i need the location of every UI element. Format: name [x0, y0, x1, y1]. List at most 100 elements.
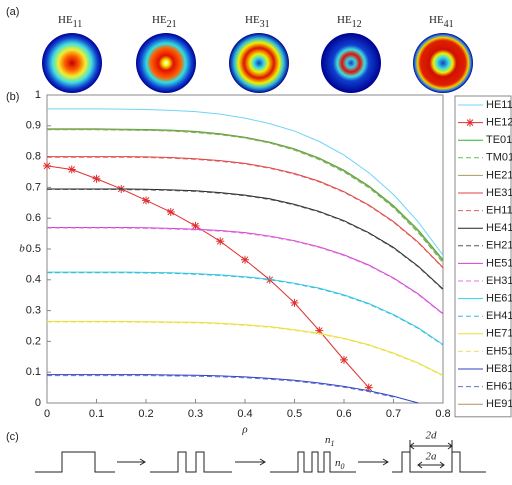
mode-label-sub: 41 [444, 19, 454, 30]
series-line [47, 272, 444, 346]
point-marker [364, 383, 373, 392]
mode-label: HE12 [337, 14, 362, 31]
point-marker [67, 165, 76, 174]
mode-image [42, 33, 102, 93]
y-tick-label: 0.7 [26, 181, 41, 193]
y-tick-label: 1 [35, 89, 41, 101]
legend-label: EH31 [486, 275, 512, 287]
y-tick-label: 0 [35, 397, 41, 409]
legend-label: HE51 [486, 257, 512, 269]
legend-label: HE91 [486, 398, 512, 410]
legend-label: HE11 [486, 99, 512, 111]
legend-label: EH21 [486, 240, 512, 252]
x-tick-label: 0.1 [89, 408, 104, 420]
series-line [47, 128, 444, 262]
point-marker [166, 208, 175, 217]
series-line [47, 189, 444, 291]
legend-label: HE31 [486, 187, 512, 199]
point-marker [92, 174, 101, 183]
y-tick-label: 0.5 [26, 243, 41, 255]
profile [35, 451, 115, 473]
plot: 0 0.1 0.2 0.3 0.4 0.5 0.6 0.7 0.8 0.9 1 0 0.1 0.2 0.3 0… [19, 89, 512, 436]
series-line [46, 165, 370, 388]
series-line [47, 156, 444, 269]
x-tick-label: 0.3 [188, 408, 203, 420]
series-line [47, 108, 444, 256]
legend-label: EH11 [486, 205, 512, 217]
plot-frame [46, 94, 444, 404]
diagram [35, 440, 486, 473]
mode-label: HE11 [58, 14, 82, 31]
legend-label: EH61 [486, 381, 512, 393]
x-tick-label: 0.2 [138, 408, 153, 420]
mode-image [321, 33, 381, 93]
y-tick-label: 0.3 [26, 305, 41, 317]
series-line [47, 374, 419, 404]
x-tick-label: 0.7 [386, 408, 401, 420]
panel-label: (c) [6, 431, 19, 443]
point-marker [315, 326, 324, 335]
y-tick-label: 0.6 [26, 212, 41, 224]
point-marker [43, 161, 51, 170]
legend-label: EH51 [486, 345, 512, 357]
mode-image [136, 33, 196, 93]
dimension [417, 461, 445, 469]
y-tick-label: 0.4 [26, 274, 41, 286]
mode-label-sub: 21 [167, 19, 177, 30]
legend-label: EH41 [486, 310, 512, 322]
legend-label: HE21 [486, 169, 512, 181]
series-line [47, 226, 444, 315]
y-tick-label: 0.1 [26, 366, 41, 378]
x-tick-label: 0 [44, 408, 50, 420]
mode-label-base: HE [245, 14, 260, 26]
legend-label: TM01 [486, 152, 512, 164]
series-line [47, 375, 394, 398]
point-marker [265, 275, 274, 284]
panel-label: (a) [6, 6, 19, 18]
mode-labels: HE11 HE21 HE31 HE12 HE41 [58, 14, 454, 31]
y-axis-label: b [19, 243, 25, 255]
legend-marker [466, 118, 474, 127]
mode-image [413, 33, 473, 93]
y-tick-label: 0.8 [26, 151, 41, 163]
d-label: 2d [426, 430, 438, 442]
y-tick-label: 0.9 [26, 120, 41, 132]
profile [392, 451, 486, 473]
series-line [47, 271, 444, 345]
mode-label-base: HE [337, 14, 352, 26]
legend-box [454, 95, 512, 418]
legend-label: HE12 [486, 117, 512, 129]
x-axis-label: ρ [241, 424, 247, 436]
arrow [117, 458, 389, 466]
x-tick-label: 0.6 [336, 408, 351, 420]
mode-image [229, 33, 289, 93]
legend-label: HE71 [486, 328, 512, 340]
series-line [47, 320, 444, 376]
point-marker [216, 237, 225, 246]
x-tick-label: 0.8 [435, 408, 450, 420]
mode-label-sub: 12 [352, 19, 362, 30]
point-marker [241, 255, 249, 264]
series-line [47, 156, 444, 268]
profile [270, 451, 356, 473]
y-tick-label: 0.2 [26, 335, 41, 347]
n0-label: n0 [335, 457, 345, 471]
legend-label: HE41 [486, 222, 512, 234]
legend-label: HE61 [486, 293, 512, 305]
point-marker [340, 355, 348, 364]
mode-label-sub: 31 [260, 19, 270, 30]
n1-label: n1 [325, 434, 335, 448]
mode-label: HE31 [245, 14, 270, 31]
mode-label-base: HE [152, 14, 167, 26]
panel-label: (b) [6, 91, 19, 103]
x-tick-label: 0.5 [287, 408, 302, 420]
mode-label-base: HE [429, 14, 444, 26]
point-marker [290, 298, 299, 307]
point-marker [142, 196, 150, 205]
series-line [47, 321, 444, 377]
mode-label-base: HE [58, 14, 73, 26]
mode-label: HE21 [152, 14, 177, 31]
profile [150, 451, 232, 473]
series-line [47, 128, 444, 261]
series-line [47, 188, 444, 290]
